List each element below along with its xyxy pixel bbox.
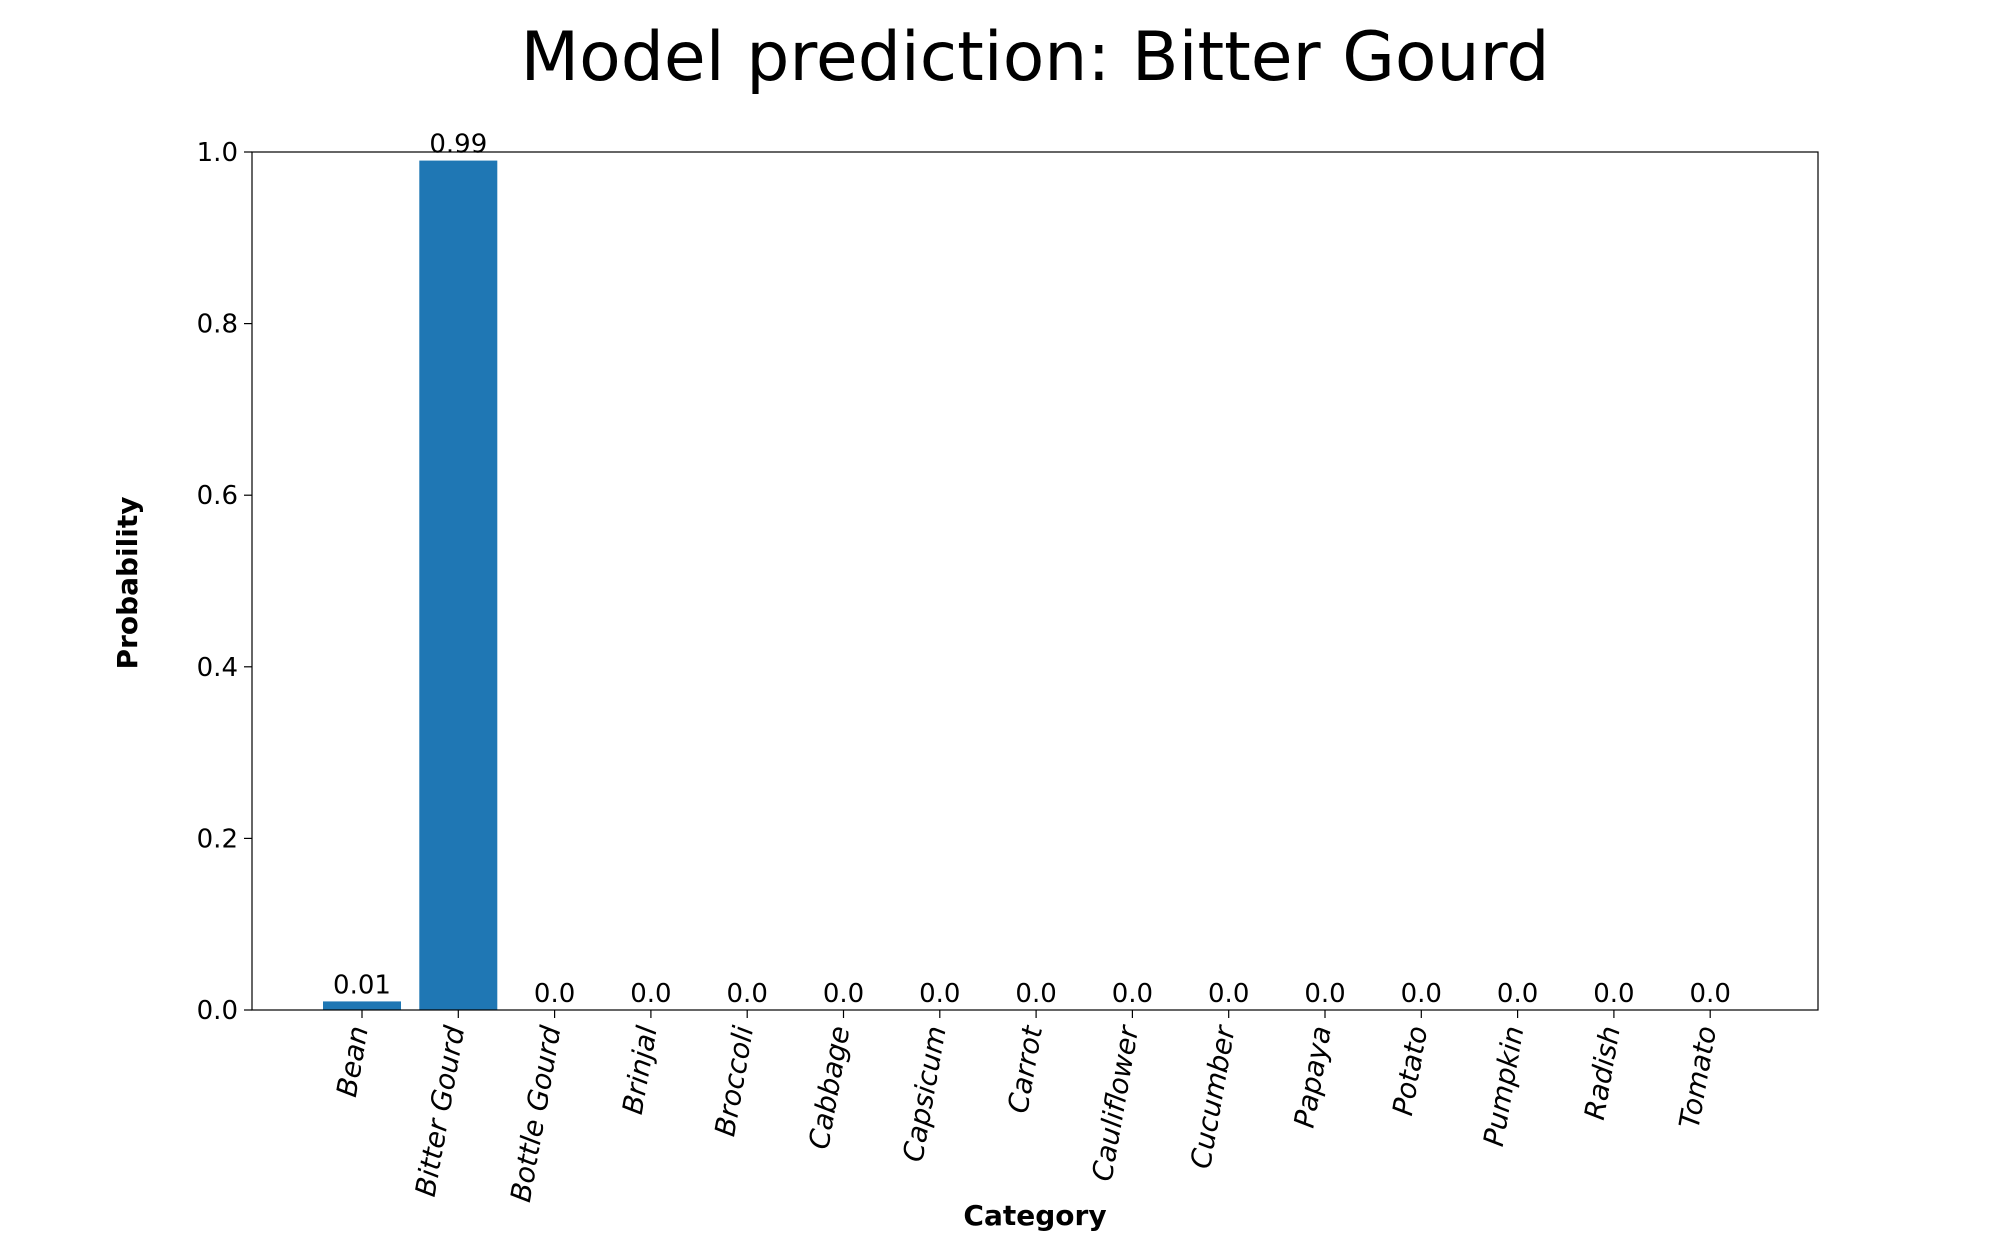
- bar: [419, 160, 498, 1010]
- x-tick-label: Bottle Gourd: [504, 1023, 567, 1204]
- bar-value-label: 0.0: [919, 979, 960, 1009]
- x-axis-label: Category: [963, 1199, 1106, 1232]
- bar-value-label: 0.0: [1593, 979, 1634, 1009]
- y-tick-label: 1.0: [197, 138, 238, 168]
- chart-title: Model prediction: Bitter Gourd: [520, 18, 1549, 97]
- bar-value-label: 0.99: [429, 130, 487, 160]
- y-tick-label: 0.0: [197, 996, 238, 1026]
- x-tick-label: Capsicum: [896, 1023, 952, 1164]
- plot-frame: [251, 151, 1819, 1011]
- bar: [323, 1001, 401, 1010]
- x-tick-label: Bean: [330, 1023, 375, 1099]
- bar-value-label: 0.0: [727, 979, 768, 1009]
- x-tick-label: Potato: [1386, 1023, 1434, 1118]
- bar-value-label: 0.01: [333, 970, 391, 1000]
- x-tick-label: Cucumber: [1184, 1022, 1242, 1171]
- x-tick-label: Cabbage: [802, 1023, 856, 1151]
- bar-value-label: 0.0: [1497, 979, 1538, 1009]
- y-tick-label: 0.6: [197, 481, 238, 511]
- bar-value-label: 0.0: [534, 979, 575, 1009]
- y-axis: 0.0 0.2 0.4 0.6 0.8 1.0: [197, 138, 252, 1026]
- bar-value-label: 0.0: [1690, 979, 1731, 1009]
- x-tick-label: Cauliflower: [1086, 1022, 1146, 1184]
- bar-value-label: 0.0: [1304, 979, 1345, 1009]
- y-tick-label: 0.4: [197, 653, 238, 683]
- bar-value-label: 0.0: [1112, 979, 1153, 1009]
- x-tick-label: Broccoli: [708, 1023, 760, 1139]
- x-tick-label: Bitter Gourd: [409, 1023, 471, 1199]
- x-tick-label: Carrot: [1001, 1022, 1049, 1115]
- y-axis-label: Probability: [111, 497, 144, 670]
- bar-value-label: 0.0: [1015, 979, 1056, 1009]
- bar-value-label: 0.0: [1208, 979, 1249, 1009]
- y-tick-label: 0.8: [197, 310, 238, 340]
- x-tick-label: Radish: [1578, 1023, 1627, 1122]
- x-tick-label: Brinjal: [616, 1023, 664, 1117]
- x-axis: Bean Bitter Gourd Bottle Gourd Brinjal Brocc…: [330, 1010, 1723, 1205]
- x-tick-label: Pumpkin: [1477, 1023, 1531, 1148]
- y-tick-label: 0.2: [197, 824, 238, 854]
- x-tick-label: Papaya: [1288, 1023, 1338, 1130]
- x-tick-label: Tomato: [1673, 1023, 1723, 1130]
- bar-value-label: 0.0: [630, 979, 671, 1009]
- bar-value-label: 0.0: [1401, 979, 1442, 1009]
- bars-group: 0.01 0.99 0.0 0.0 0.0 0.0 0.0 0.0 0.0 0.0 0.0 0.0 0.…: [323, 130, 1731, 1010]
- bar-value-label: 0.0: [823, 979, 864, 1009]
